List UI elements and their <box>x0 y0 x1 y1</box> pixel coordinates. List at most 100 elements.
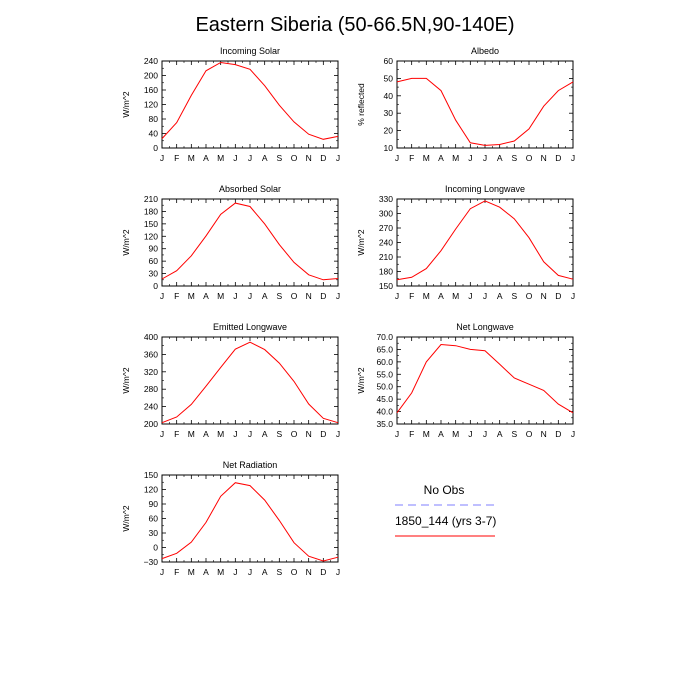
x-tick-label: J <box>395 429 399 439</box>
x-tick-label: S <box>276 567 282 577</box>
y-axis-label: W/m^2 <box>121 367 131 393</box>
y-tick-label: 240 <box>144 402 158 412</box>
x-tick-label: M <box>423 429 430 439</box>
y-tick-label: 50.0 <box>376 382 393 392</box>
y-axis-label: W/m^2 <box>121 91 131 117</box>
chart-title: Absorbed Solar <box>219 184 281 194</box>
x-tick-label: M <box>423 153 430 163</box>
x-tick-label: A <box>262 291 268 301</box>
x-tick-label: J <box>483 153 487 163</box>
y-tick-label: 300 <box>379 209 393 219</box>
x-tick-label: J <box>336 291 340 301</box>
y-tick-label: 60 <box>149 514 159 524</box>
chart-title: Net Longwave <box>456 322 514 332</box>
chart-title: Incoming Longwave <box>445 184 525 194</box>
y-tick-label: 35.0 <box>376 419 393 429</box>
x-tick-label: S <box>276 291 282 301</box>
x-tick-label: J <box>233 153 237 163</box>
y-tick-label: 240 <box>144 56 158 66</box>
y-tick-label: 150 <box>379 281 393 291</box>
chart-title: Incoming Solar <box>220 46 280 56</box>
y-tick-label: 150 <box>144 219 158 229</box>
x-tick-label: M <box>188 153 195 163</box>
y-tick-label: 240 <box>379 238 393 248</box>
y-tick-label: 10 <box>384 143 394 153</box>
y-tick-label: 55.0 <box>376 369 393 379</box>
series-line <box>161 61 339 140</box>
x-tick-label: D <box>555 429 561 439</box>
x-tick-label: A <box>203 429 209 439</box>
x-tick-label: J <box>160 567 164 577</box>
x-tick-label: M <box>452 153 459 163</box>
y-tick-label: 20 <box>384 126 394 136</box>
y-tick-label: 200 <box>144 419 158 429</box>
x-tick-label: M <box>452 291 459 301</box>
x-tick-label: J <box>160 291 164 301</box>
x-tick-label: J <box>336 153 340 163</box>
chart-title: Net Radiation <box>223 460 278 470</box>
x-tick-label: N <box>306 153 312 163</box>
x-tick-label: J <box>571 291 575 301</box>
x-tick-label: F <box>174 429 179 439</box>
y-tick-label: 40 <box>384 91 394 101</box>
x-tick-label: D <box>320 153 326 163</box>
y-tick-label: 0 <box>153 281 158 291</box>
x-tick-label: A <box>203 567 209 577</box>
y-tick-label: 150 <box>144 470 158 480</box>
x-tick-label: M <box>217 567 224 577</box>
y-axis-label: W/m^2 <box>121 229 131 255</box>
x-tick-label: J <box>483 429 487 439</box>
plot-frame <box>396 336 574 425</box>
y-tick-label: 30 <box>149 528 159 538</box>
x-tick-label: M <box>217 429 224 439</box>
x-tick-label: M <box>452 429 459 439</box>
y-tick-label: 45.0 <box>376 394 393 404</box>
y-tick-label: 360 <box>144 349 158 359</box>
x-tick-label: A <box>497 429 503 439</box>
y-tick-label: 90 <box>149 499 159 509</box>
x-tick-label: N <box>306 291 312 301</box>
x-tick-label: O <box>291 291 298 301</box>
x-tick-label: J <box>395 291 399 301</box>
x-tick-label: D <box>555 153 561 163</box>
y-tick-label: 210 <box>379 252 393 262</box>
y-tick-label: 270 <box>379 223 393 233</box>
y-tick-label: 180 <box>144 206 158 216</box>
plot-frame <box>161 474 339 563</box>
x-tick-label: N <box>541 291 547 301</box>
x-tick-label: J <box>468 291 472 301</box>
x-tick-label: N <box>541 429 547 439</box>
x-tick-label: A <box>203 153 209 163</box>
x-tick-label: F <box>409 153 414 163</box>
y-tick-label: 400 <box>144 332 158 342</box>
series-line <box>396 343 574 414</box>
x-tick-label: S <box>511 153 517 163</box>
x-tick-label: J <box>395 153 399 163</box>
chart-title: Emitted Longwave <box>213 322 287 332</box>
y-tick-label: 70.0 <box>376 332 393 342</box>
series-line <box>161 341 339 424</box>
x-tick-label: O <box>526 429 533 439</box>
x-tick-label: J <box>160 429 164 439</box>
x-tick-label: J <box>160 153 164 163</box>
legend-label-model: 1850_144 (yrs 3-7) <box>395 514 496 528</box>
x-tick-label: O <box>526 153 533 163</box>
x-tick-label: A <box>438 291 444 301</box>
x-tick-label: J <box>248 429 252 439</box>
x-tick-label: O <box>291 153 298 163</box>
y-tick-label: 65.0 <box>376 344 393 354</box>
x-tick-label: J <box>233 291 237 301</box>
x-tick-label: N <box>306 429 312 439</box>
y-tick-label: −30 <box>144 557 159 567</box>
series-line <box>396 200 574 281</box>
y-tick-label: 60.0 <box>376 357 393 367</box>
series-line <box>161 202 339 281</box>
y-tick-label: 40 <box>149 129 159 139</box>
x-tick-label: A <box>438 429 444 439</box>
x-tick-label: M <box>188 291 195 301</box>
y-axis-label: % reflected <box>356 83 366 126</box>
figure-title: Eastern Siberia (50-66.5N,90-140E) <box>195 14 514 36</box>
x-tick-label: J <box>468 153 472 163</box>
